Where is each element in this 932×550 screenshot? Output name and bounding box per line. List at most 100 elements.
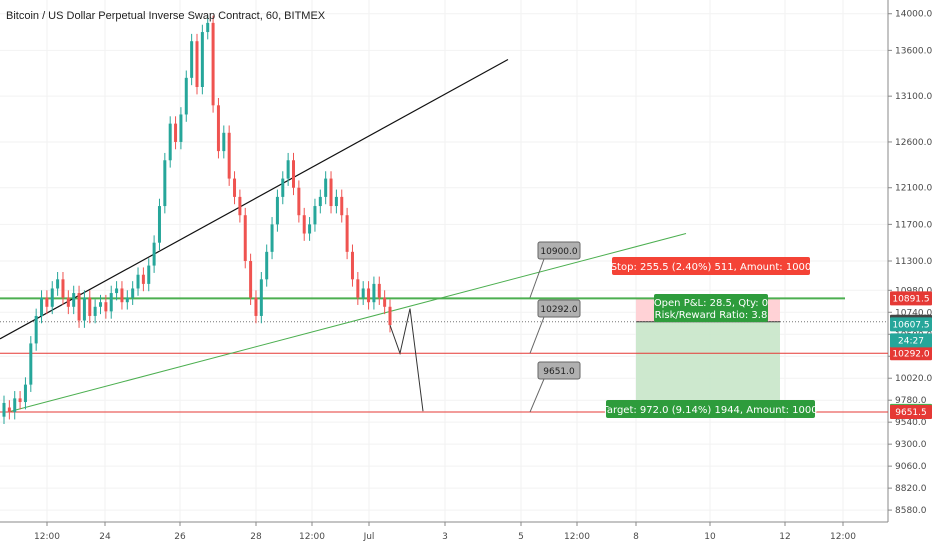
candle-body <box>109 293 113 312</box>
candle-body <box>350 251 354 280</box>
candle-body <box>18 398 22 403</box>
rr-label: Risk/Reward Ratio: 3.8 <box>655 310 768 321</box>
price-callout-pointer <box>529 378 545 413</box>
candle-body <box>77 293 81 321</box>
candle-body <box>7 407 11 413</box>
stop-label-box <box>612 257 810 275</box>
candle-body <box>238 196 242 216</box>
projection-path <box>389 308 424 412</box>
candle-body <box>270 224 274 252</box>
candle-body <box>82 297 86 321</box>
candle-body <box>318 196 322 207</box>
candle-body <box>206 22 210 33</box>
target-zone <box>636 321 780 411</box>
lower-trend-line <box>7 233 687 413</box>
candle-body <box>195 41 199 87</box>
candle-body <box>184 77 188 115</box>
price-badge-label: 10607.5 <box>892 320 929 330</box>
x-tick-label: 12:00 <box>34 532 60 542</box>
candle-body <box>243 215 247 261</box>
price-badge <box>890 291 932 306</box>
candle-body <box>297 187 301 216</box>
y-tick-label: 9060.0 <box>895 462 927 472</box>
price-callout-label: 10292.0 <box>540 305 577 315</box>
candle-body <box>13 398 17 413</box>
y-tick-label: 9300.0 <box>895 440 927 450</box>
candle-body <box>88 297 92 316</box>
price-badge <box>890 346 932 361</box>
candle-body <box>23 384 27 403</box>
upper-trend-line <box>0 59 509 340</box>
y-tick-label: 13100.0 <box>895 92 932 102</box>
candle-body <box>377 283 381 298</box>
x-tick-label: 12:00 <box>830 532 856 542</box>
price-callout-box <box>537 299 581 318</box>
candle-body <box>233 178 237 197</box>
price-callout-label: 9651.0 <box>543 367 575 377</box>
x-tick-label: 12 <box>779 532 790 542</box>
candle-body <box>345 215 349 252</box>
candle-body <box>340 196 344 216</box>
candle-body <box>104 302 108 312</box>
candle-body <box>313 206 317 225</box>
candle-body <box>372 283 376 303</box>
candle-body <box>329 178 333 207</box>
candle-body <box>356 279 360 298</box>
candle-body <box>120 288 124 303</box>
candle-body <box>131 288 135 298</box>
y-tick-label: 13600.0 <box>895 46 932 56</box>
candle-body <box>136 274 140 289</box>
pnl-label: Open P&L: 28.5, Qty: 0 <box>654 298 768 309</box>
y-tick-label: 11300.0 <box>895 257 932 267</box>
countdown-badge <box>890 333 932 348</box>
candle-body <box>115 288 119 294</box>
y-tick-label: 10980.0 <box>895 286 932 296</box>
candle-body <box>292 160 295 188</box>
candle-body <box>388 306 392 326</box>
candle-body <box>125 297 129 303</box>
candle-body <box>216 105 220 152</box>
y-tick-label: 9540.0 <box>895 418 927 428</box>
y-tick-label: 12100.0 <box>895 184 932 194</box>
candle-body <box>72 293 76 307</box>
price-badge <box>890 317 932 332</box>
x-tick-label: 5 <box>518 532 524 542</box>
y-tick-label: 9780.0 <box>895 396 927 406</box>
candle-body <box>45 297 49 307</box>
candle-body <box>99 302 102 307</box>
target-label-box <box>606 400 815 418</box>
x-tick-label: 12:00 <box>299 532 325 542</box>
candle-body <box>190 41 194 78</box>
candle-body <box>168 123 172 161</box>
x-tick-label: 12:00 <box>564 532 590 542</box>
candle-body <box>302 215 306 234</box>
candle-body <box>61 279 65 298</box>
candle-body <box>265 251 269 280</box>
countdown-label: 24:27 <box>898 336 924 346</box>
candle-body <box>93 306 97 316</box>
x-tick-label: Jul <box>363 532 375 542</box>
x-tick-label: 10 <box>704 532 716 542</box>
x-tick-label: 24 <box>99 532 111 542</box>
candle-body <box>157 206 161 243</box>
y-tick-label: 12600.0 <box>895 138 932 148</box>
price-callout-pointer <box>529 316 545 354</box>
candle-body <box>179 114 183 142</box>
candle-body <box>227 132 231 179</box>
target-label: Target: 972.0 (9.14%) 1944, Amount: 1000 <box>601 405 817 416</box>
candle-body <box>174 123 178 142</box>
candle-body <box>50 288 54 307</box>
x-tick-label: 3 <box>442 532 448 542</box>
candle-body <box>308 224 312 234</box>
x-tick-label: 8 <box>633 532 639 542</box>
y-tick-label: 8820.0 <box>895 484 927 494</box>
candle-body <box>29 343 33 385</box>
candle-body <box>383 297 387 307</box>
y-tick-label: 11700.0 <box>895 220 932 230</box>
price-callout-label: 10900.0 <box>540 247 577 257</box>
candle-body <box>324 178 328 197</box>
candle-body <box>66 297 70 307</box>
candle-body <box>275 196 279 225</box>
chart-title: Bitcoin / US Dollar Perpetual Inverse Sw… <box>6 10 326 22</box>
